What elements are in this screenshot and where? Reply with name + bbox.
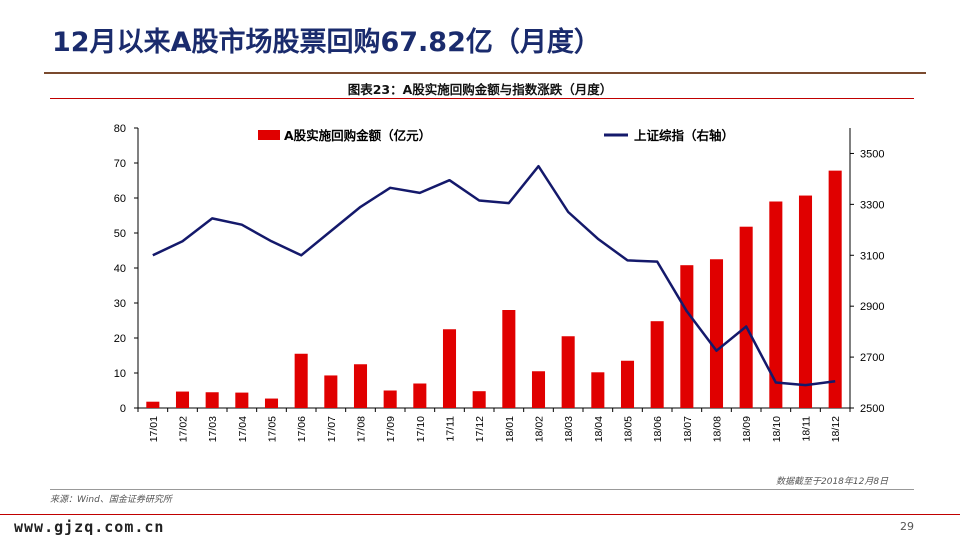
bar [383,390,397,408]
x-tick-label: 18/05 [623,416,635,442]
caption-divider [50,98,914,99]
bar [620,360,635,408]
right-axis-tick-label: 2500 [860,403,884,415]
left-axis-tick-label: 50 [114,228,126,240]
left-axis-tick-label: 40 [114,263,126,275]
bar [264,398,279,408]
right-axis-tick-label: 3500 [860,148,884,160]
x-tick-label: 17/10 [415,416,427,442]
footer-url: www.gjzq.com.cn [14,518,165,536]
left-axis-tick-label: 0 [120,403,126,415]
bar [769,201,783,408]
x-tick-label: 18/07 [682,416,694,442]
right-axis-tick-label: 2700 [860,352,884,364]
source-divider [50,489,914,490]
x-tick-label: 18/01 [504,416,516,442]
x-tick-label: 17/07 [326,416,338,442]
source-note: 来源：Wind、国金证券研究所 [50,495,172,505]
index-series-line [152,164,836,387]
left-axis-tick-label: 70 [114,158,126,170]
bar [650,321,664,408]
bar [442,329,457,408]
figure-caption: 图表23：A股实施回购金额与指数涨跌（月度） [347,82,613,97]
bar [828,170,842,408]
bar [709,259,724,408]
left-axis-tick-label: 10 [114,368,126,380]
x-tick-label: 17/01 [148,416,160,442]
x-tick-label: 18/11 [801,416,813,442]
x-tick-label: 18/10 [771,416,783,442]
x-tick-label: 17/08 [356,416,368,442]
left-axis-tick-label: 80 [114,123,126,135]
left-axis-tick-label: 20 [114,333,126,345]
left-axis-tick-label: 30 [114,298,126,310]
bar [324,375,338,408]
bar [561,336,575,408]
right-axis-tick-label: 3300 [860,199,884,211]
legend-line-label: 上证综指（右轴） [634,128,734,143]
data-cutoff-note: 数据截至于2018年12月8日 [776,477,889,487]
bar [739,226,753,408]
bar [680,265,694,408]
x-tick-label: 18/03 [563,416,575,442]
bar [531,371,546,408]
x-tick-label: 18/12 [830,416,842,442]
x-tick-label: 17/12 [474,416,486,442]
right-axis-tick-label: 3100 [860,250,884,262]
x-tick-label: 18/04 [593,416,605,442]
left-axis-tick-label: 60 [114,193,126,205]
bar [146,401,160,408]
slide-title: 12月以来A股市场股票回购67.82亿（月度） [52,27,601,58]
bar [235,392,249,408]
bar [798,195,813,408]
bar [353,364,368,408]
footer-divider [0,514,960,515]
x-tick-label: 17/03 [207,416,219,442]
x-tick-label: 17/04 [237,416,249,442]
bar [472,391,486,408]
legend-bar-swatch [258,130,280,140]
x-tick-label: 18/09 [741,416,753,442]
bar [294,353,308,408]
legend-bar-label: A股实施回购金额（亿元） [284,128,431,143]
bar [175,391,190,408]
x-tick-label: 18/06 [652,416,664,442]
bar [413,383,427,408]
right-axis-tick-label: 2900 [860,301,884,313]
bar [205,392,219,408]
bar [502,310,516,408]
x-tick-label: 17/09 [385,416,397,442]
x-tick-label: 18/02 [534,416,546,442]
x-tick-label: 17/06 [296,416,308,442]
bar [591,372,605,408]
page-number: 29 [900,520,914,533]
x-tick-label: 17/05 [267,416,279,442]
x-tick-label: 18/08 [712,416,724,442]
x-tick-label: 17/02 [178,416,190,442]
x-tick-label: 17/11 [445,416,457,442]
title-divider [44,72,926,74]
